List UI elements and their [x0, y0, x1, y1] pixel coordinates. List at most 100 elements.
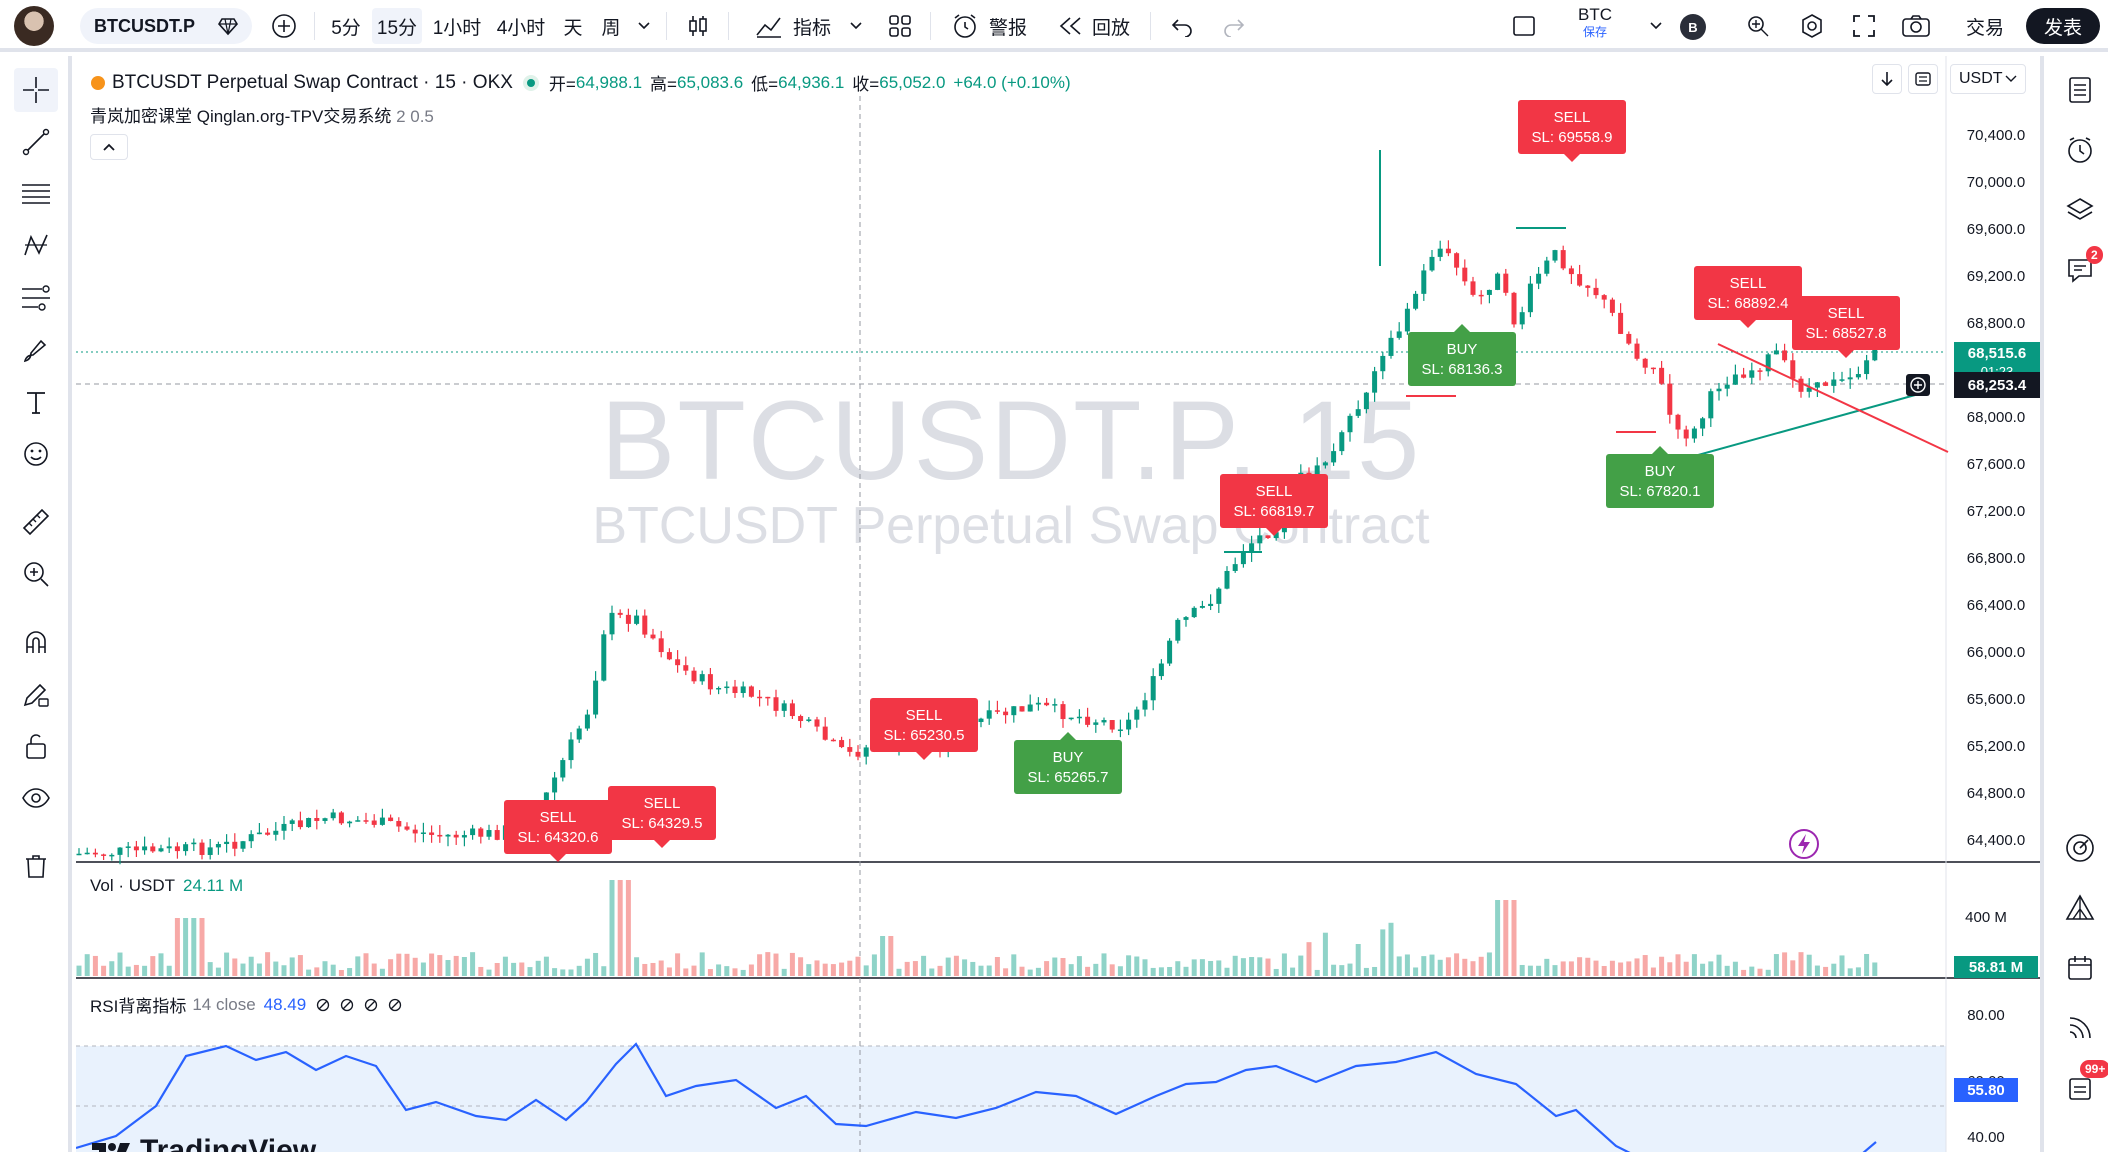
volume-bar: [830, 964, 836, 976]
redo-button[interactable]: [1216, 8, 1252, 44]
chart-type-button[interactable]: [678, 8, 718, 44]
user-avatar[interactable]: [14, 6, 54, 46]
ideas-button[interactable]: [2058, 886, 2102, 930]
hide-drawings-tool[interactable]: [14, 776, 58, 820]
currency-select[interactable]: USDT: [1950, 64, 2026, 94]
trade-button[interactable]: 交易: [1965, 17, 2004, 39]
compass-target-icon: [2066, 834, 2094, 862]
account-badge[interactable]: B: [1680, 14, 1706, 40]
volume-bar: [666, 967, 672, 976]
volume-bar: [265, 952, 271, 976]
interval-15m[interactable]: 15分: [372, 8, 422, 44]
candle: [256, 832, 262, 835]
layout-dropdown-button[interactable]: [1644, 8, 1668, 44]
indicator-params: 2 0.5: [396, 107, 434, 126]
volume-bar: [1347, 963, 1353, 976]
candle: [224, 841, 230, 845]
calendar-button[interactable]: [2058, 946, 2102, 990]
interval-1h[interactable]: 1小时: [428, 8, 486, 44]
undo-button[interactable]: [1164, 8, 1200, 44]
signal-box: [504, 800, 612, 854]
alert-button[interactable]: 警报: [946, 8, 1032, 44]
chart-area[interactable]: BTCUSDT.P, 15 BTCUSDT Perpetual Swap Con…: [76, 56, 2040, 1152]
quick-search-button[interactable]: [1740, 8, 1776, 44]
replay-button[interactable]: 回放: [1054, 8, 1134, 44]
interval-5m[interactable]: 5分: [324, 8, 368, 44]
candle: [1536, 273, 1542, 284]
rsi-legend[interactable]: RSI背离指标 14 close 48.49: [90, 992, 402, 1017]
collapse-legend-button[interactable]: [90, 134, 128, 160]
scroll-to-latest-button[interactable]: [1872, 64, 1902, 94]
candle: [420, 832, 426, 834]
candle: [1421, 270, 1427, 294]
symbol-search-button[interactable]: BTCUSDT.P: [80, 8, 252, 44]
volume-bar: [962, 959, 968, 976]
interval-label: 1小时: [432, 17, 482, 39]
prediction-tool[interactable]: [14, 276, 58, 320]
volume-bar: [1363, 967, 1369, 976]
unlock-icon: [26, 734, 46, 759]
interval-4h[interactable]: 4小时: [492, 8, 550, 44]
volume-bar: [363, 953, 369, 976]
text-tool[interactable]: [14, 380, 58, 424]
publish-button[interactable]: 发表: [2026, 8, 2100, 44]
snapshot-button[interactable]: [1896, 8, 1936, 44]
volume-bar: [871, 954, 877, 976]
magnet-tool[interactable]: [14, 620, 58, 664]
candle: [1380, 355, 1386, 372]
more-widgets-button[interactable]: [2058, 1136, 2102, 1152]
tradingview-logo[interactable]: TradingView: [90, 1134, 316, 1152]
candle: [1109, 720, 1115, 730]
legend-title[interactable]: BTCUSDT Perpetual Swap Contract · 15 · O…: [112, 71, 513, 93]
alerts-panel-button[interactable]: [2058, 128, 2102, 172]
keep-drawing-tool[interactable]: [14, 672, 58, 716]
fullscreen-button[interactable]: [1846, 8, 1882, 44]
interval-dropdown-button[interactable]: [632, 8, 656, 44]
candle: [1003, 711, 1009, 716]
volume-bar: [1765, 969, 1771, 976]
trend-line-tool[interactable]: [14, 120, 58, 164]
candle: [1339, 432, 1345, 452]
pattern-tool[interactable]: [14, 224, 58, 268]
price-chart-canvas[interactable]: SELL SL: 64320.6 SELL SL: 64329.5 SELL SL: 65…: [76, 56, 2040, 1152]
layout-name-button[interactable]: BTC 保存: [1572, 6, 1618, 38]
interval-1w[interactable]: 周: [594, 8, 628, 44]
news-stream-button[interactable]: [2058, 1006, 2102, 1050]
volume-bar: [1265, 958, 1271, 976]
hotlists-button[interactable]: [2058, 826, 2102, 870]
zoom-in-tool[interactable]: [14, 552, 58, 596]
notifications-button[interactable]: 99+: [2058, 1060, 2108, 1110]
crosshair-icon: [23, 77, 49, 103]
indicators-dropdown-button[interactable]: [844, 8, 868, 44]
candle: [1749, 370, 1755, 378]
volume-legend[interactable]: Vol · USDT 24.11 M: [90, 876, 243, 896]
indicator-legend[interactable]: 青岚加密课堂 Qinglan.org-TPV交易系统 2 0.5: [90, 102, 434, 127]
indicators-button[interactable]: 指标: [748, 8, 838, 44]
measure-tool[interactable]: [14, 500, 58, 544]
emoji-tool[interactable]: [14, 432, 58, 476]
remove-drawings-tool[interactable]: [14, 844, 58, 888]
candle: [625, 614, 631, 624]
crosshair-tool[interactable]: [14, 68, 58, 112]
watchlist-button[interactable]: [2058, 68, 2102, 112]
tradingview-logo-icon: [92, 1143, 130, 1152]
interval-1d[interactable]: 天: [556, 8, 590, 44]
candle: [1101, 720, 1107, 723]
brush-tool[interactable]: [14, 328, 58, 372]
layout-select-button[interactable]: [1506, 8, 1542, 44]
interval-label: 15分: [376, 17, 418, 39]
auto-scale-button[interactable]: [1908, 64, 1938, 94]
lightning-icon[interactable]: [1788, 828, 1820, 860]
candle: [1035, 702, 1041, 705]
fib-retracement-tool[interactable]: [14, 172, 58, 216]
settings-button[interactable]: [1794, 8, 1830, 44]
rsi-params: 14 close: [192, 994, 256, 1014]
grid-icon: [889, 15, 911, 37]
volume-bar: [347, 968, 353, 976]
templates-button[interactable]: [880, 8, 920, 44]
lock-drawings-tool[interactable]: [14, 724, 58, 768]
compare-symbol-button[interactable]: [266, 8, 302, 44]
object-tree-button[interactable]: [2058, 188, 2102, 232]
chats-button[interactable]: 2: [2058, 246, 2103, 292]
okx-logo-icon: [91, 75, 105, 90]
